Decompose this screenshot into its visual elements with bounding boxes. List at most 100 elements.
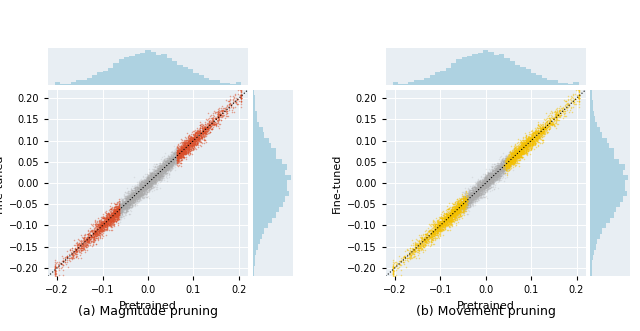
Point [137, 183, 147, 189]
Point [447, 209, 458, 214]
Point [461, 198, 471, 203]
Point [163, 167, 173, 172]
Point [492, 165, 502, 170]
Point [140, 183, 150, 188]
Point [144, 181, 154, 186]
Point [435, 223, 445, 229]
Point [570, 91, 580, 97]
Point [163, 163, 173, 168]
Point [208, 118, 218, 123]
Point [202, 128, 212, 134]
Point [160, 171, 170, 176]
Point [483, 177, 493, 182]
Point [141, 180, 152, 186]
Point [131, 190, 141, 196]
Point [98, 227, 108, 233]
Bar [515, 66, 520, 85]
Point [475, 178, 485, 183]
Point [467, 197, 477, 202]
Point [396, 267, 406, 273]
Point [173, 155, 183, 160]
Point [467, 197, 477, 202]
Point [146, 178, 156, 183]
Point [100, 232, 111, 238]
Point [467, 192, 477, 198]
Point [532, 129, 543, 134]
Point [473, 185, 483, 190]
Point [503, 165, 513, 170]
Point [214, 111, 224, 116]
Point [202, 127, 212, 132]
Point [189, 136, 199, 141]
Point [84, 232, 94, 237]
Point [504, 158, 515, 163]
Point [194, 137, 204, 143]
Point [434, 218, 444, 223]
Point [467, 189, 477, 194]
Point [536, 141, 547, 146]
Point [187, 135, 197, 141]
Point [505, 158, 515, 164]
Point [160, 164, 170, 169]
Point [493, 165, 504, 170]
Point [428, 231, 438, 236]
Point [482, 188, 492, 193]
Point [476, 184, 486, 189]
Point [522, 138, 532, 143]
Point [450, 199, 460, 205]
Point [527, 135, 537, 141]
Point [432, 218, 442, 223]
Point [188, 145, 198, 151]
Point [511, 150, 522, 155]
Point [145, 184, 155, 189]
Point [187, 144, 197, 149]
Point [145, 181, 155, 186]
Point [154, 166, 164, 171]
Point [473, 182, 483, 188]
Point [420, 239, 431, 244]
Point [151, 177, 161, 183]
Point [130, 185, 140, 191]
Point [542, 118, 552, 123]
Point [483, 182, 493, 187]
Point [516, 144, 527, 149]
Point [497, 166, 507, 172]
Point [130, 203, 140, 208]
Point [166, 151, 177, 156]
Point [192, 135, 202, 140]
Point [177, 151, 187, 156]
Point [153, 177, 163, 182]
Point [521, 141, 531, 146]
Point [452, 215, 463, 221]
Point [145, 171, 155, 176]
Point [468, 195, 478, 200]
Point [457, 207, 467, 212]
Point [174, 151, 184, 156]
Point [485, 178, 495, 183]
Point [92, 223, 102, 228]
Point [50, 274, 60, 279]
Point [477, 188, 487, 193]
Point [486, 177, 496, 182]
Point [490, 173, 500, 178]
Point [236, 95, 246, 101]
Point [458, 201, 468, 206]
Point [81, 242, 91, 248]
Point [504, 163, 514, 168]
Point [557, 109, 567, 114]
Point [79, 235, 89, 240]
Point [443, 214, 453, 220]
Point [130, 197, 140, 203]
Point [508, 152, 518, 158]
Point [136, 179, 147, 185]
Point [140, 185, 150, 191]
Point [182, 148, 192, 154]
Point [463, 200, 474, 205]
Point [141, 184, 151, 189]
Point [509, 154, 519, 159]
Point [157, 167, 167, 172]
Point [133, 190, 143, 195]
Point [423, 236, 433, 242]
Point [500, 161, 511, 166]
Point [544, 127, 554, 132]
